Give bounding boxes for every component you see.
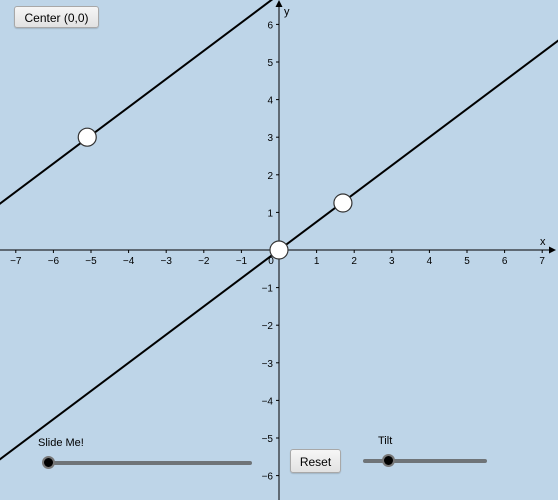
- y-tick-label: 6: [267, 20, 273, 31]
- y-axis-label: y: [284, 6, 290, 18]
- x-tick-label: −5: [85, 256, 97, 267]
- tilt-label: Tilt: [378, 435, 393, 447]
- tilt-slider-track[interactable]: [363, 459, 487, 463]
- x-tick-label: 3: [389, 256, 395, 267]
- y-tick-label: 5: [267, 58, 273, 69]
- line-1[interactable]: [0, 0, 558, 232]
- y-tick-label: −6: [262, 472, 274, 483]
- x-tick-label: −4: [123, 256, 135, 267]
- x-tick-label: −7: [10, 256, 22, 267]
- x-tick-label: 7: [539, 256, 545, 267]
- slide-me-slider-track[interactable]: [48, 461, 252, 465]
- draggable-point-1-1[interactable]: [77, 127, 97, 147]
- x-tick-label: 5: [464, 256, 470, 267]
- reset-button[interactable]: Reset: [290, 449, 341, 473]
- x-tick-label: −3: [160, 256, 172, 267]
- y-tick-label: 2: [267, 171, 273, 182]
- x-tick-label: 2: [351, 256, 357, 267]
- y-tick-label: −2: [262, 321, 274, 332]
- tilt-slider-handle[interactable]: [382, 454, 395, 467]
- x-tick-label: 4: [427, 256, 433, 267]
- slide-me-slider-handle[interactable]: [42, 456, 55, 469]
- y-tick-label: −1: [262, 284, 274, 295]
- y-tick-label: −5: [262, 434, 274, 445]
- slide-me-label: Slide Me!: [38, 437, 84, 449]
- y-tick-label: 4: [267, 96, 273, 107]
- y-axis-arrow: [275, 0, 283, 7]
- draggable-point-2-2[interactable]: [333, 193, 353, 213]
- x-tick-label: −1: [236, 256, 248, 267]
- center-button[interactable]: Center (0,0): [14, 6, 99, 28]
- x-axis-arrow: [549, 246, 556, 254]
- y-tick-label: 1: [267, 208, 273, 219]
- x-axis-label: x: [540, 236, 546, 248]
- x-tick-label: 1: [314, 256, 320, 267]
- x-tick-label: −2: [198, 256, 210, 267]
- x-tick-label: 6: [502, 256, 508, 267]
- draggable-point-2-1[interactable]: [269, 240, 289, 260]
- y-tick-label: −3: [262, 359, 274, 370]
- y-tick-label: 3: [267, 133, 273, 144]
- x-tick-label: 0: [268, 256, 274, 267]
- x-tick-label: −6: [48, 256, 60, 267]
- y-tick-label: −4: [262, 396, 274, 407]
